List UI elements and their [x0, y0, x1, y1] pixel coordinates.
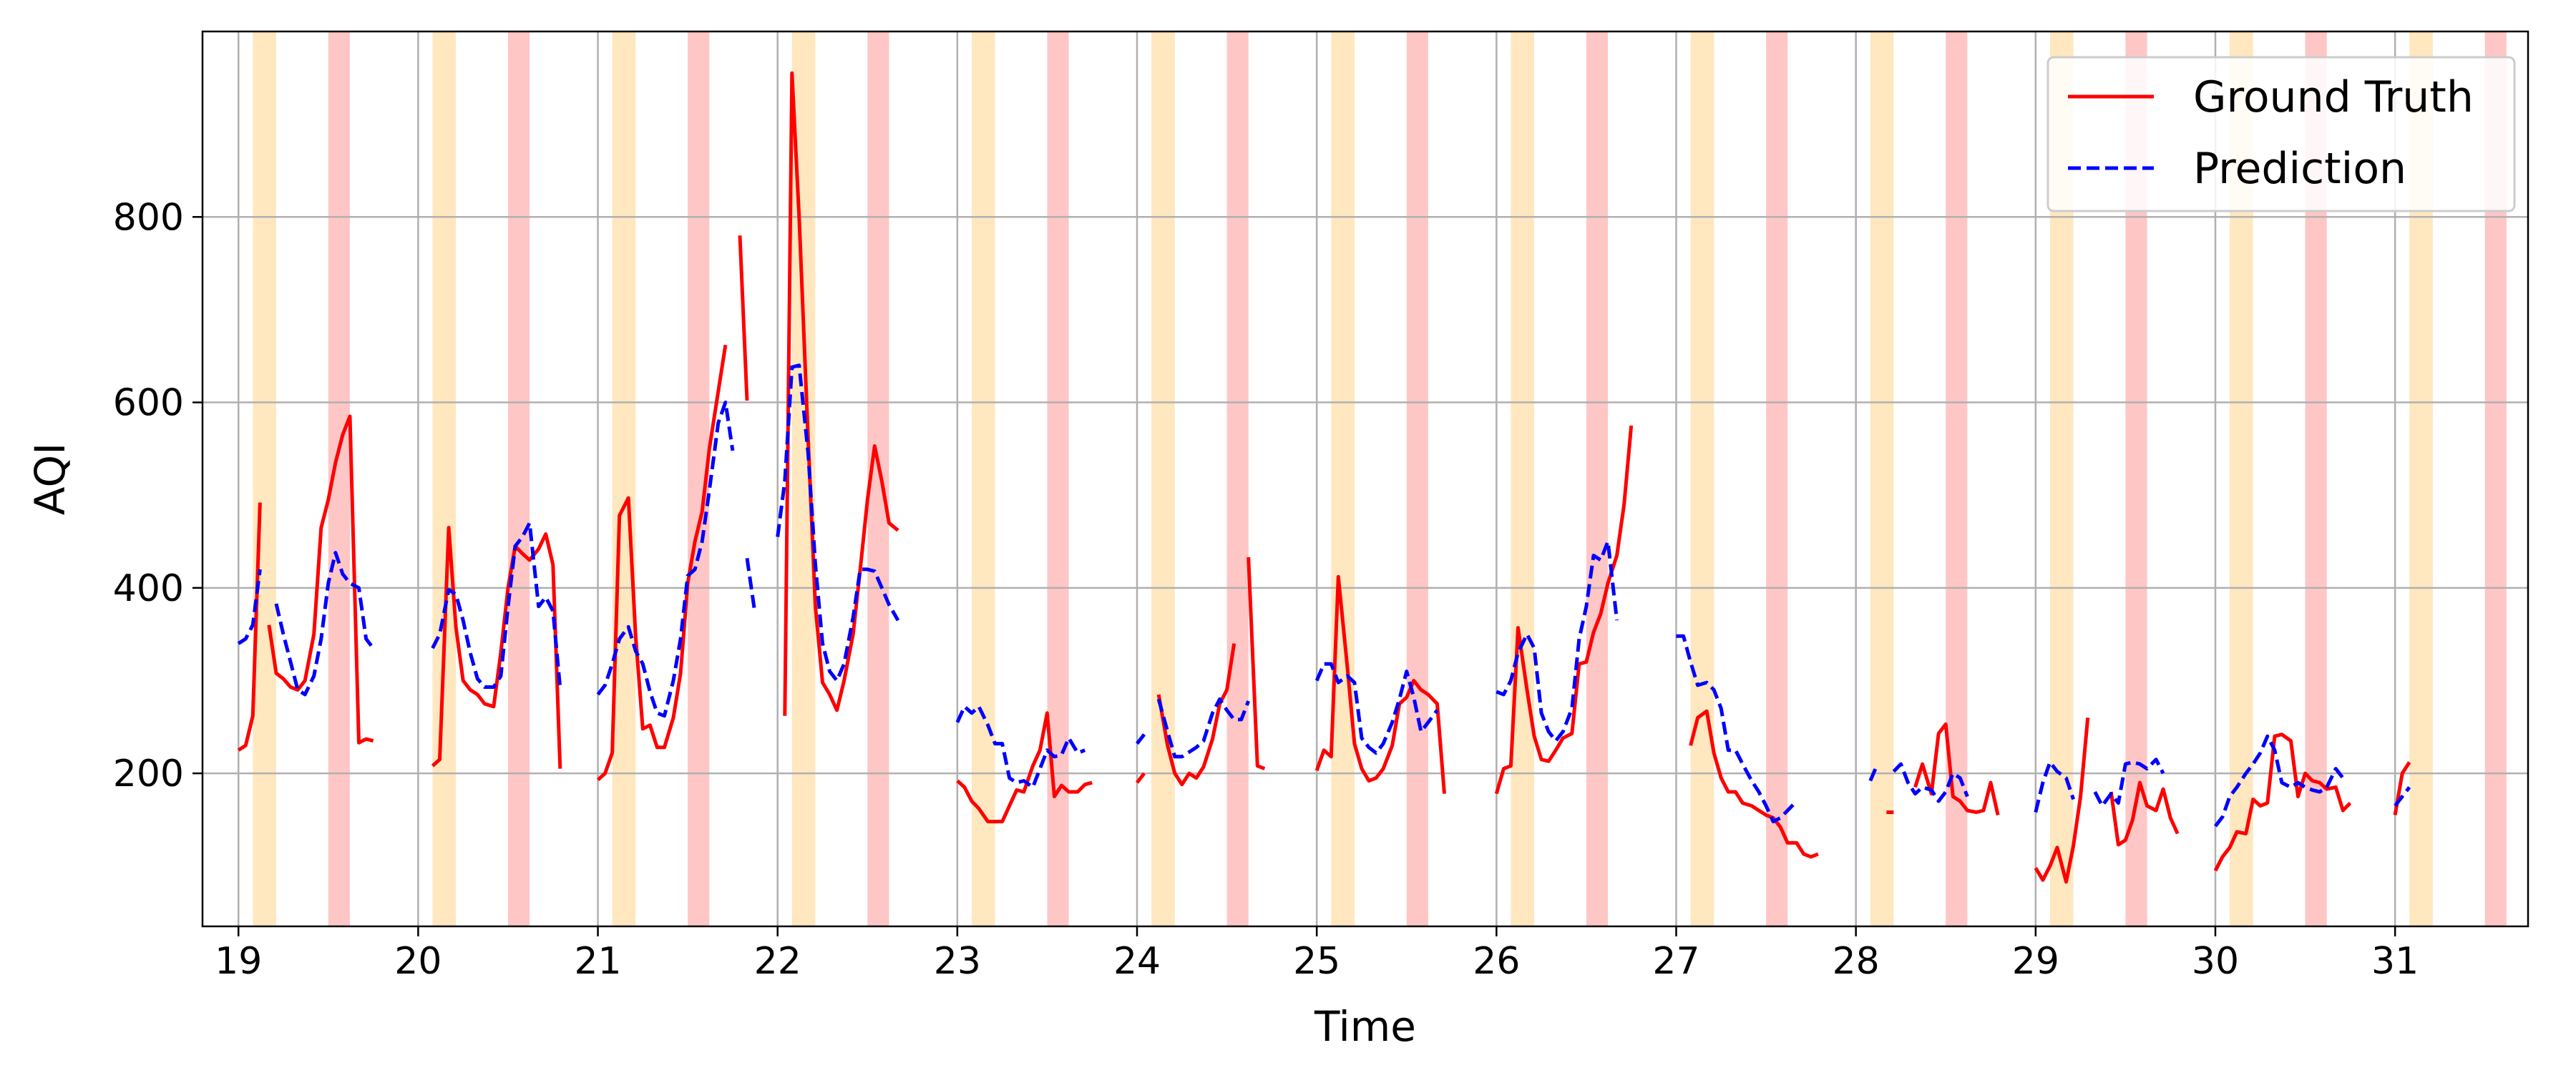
- band-morning-14: [1511, 31, 1535, 926]
- series-ground-truth-segment-12: [1689, 709, 1819, 859]
- x-tick-label-20: 20: [394, 940, 441, 983]
- series-ground-truth-segment-7: [1136, 772, 1146, 784]
- grid: [203, 31, 2528, 926]
- y-tick-label-400: 400: [113, 567, 184, 610]
- series-prediction-segment-1: [274, 551, 375, 697]
- series-prediction-segment-2: [431, 521, 562, 689]
- x-tick-label-29: 29: [2012, 940, 2059, 983]
- y-tick-label-600: 600: [113, 382, 184, 425]
- series-prediction-segment-16: [2214, 734, 2345, 828]
- series-prediction-segment-14: [2034, 760, 2075, 813]
- series-prediction-segment-15: [2093, 758, 2165, 808]
- band-evening-11: [1226, 31, 1249, 926]
- series-prediction-segment-10: [1496, 539, 1619, 743]
- x-tick-label-26: 26: [1473, 940, 1520, 983]
- axis-ticks: 19 20 21 22 23 24 25 26 27 28 29 30 31 200 400 600 800: [113, 196, 2419, 983]
- series-prediction: [237, 363, 2411, 828]
- legend: Ground Truth Prediction: [2046, 56, 2516, 212]
- band-morning-8: [971, 31, 995, 926]
- legend-label-prediction: Prediction: [2193, 144, 2406, 194]
- series-prediction-segment-9: [1314, 662, 1439, 755]
- band-morning-12: [1331, 31, 1355, 926]
- legend-label-ground-truth: Ground Truth: [2193, 72, 2474, 122]
- series-prediction-segment-4: [745, 557, 756, 609]
- band-evening-17: [1766, 31, 1788, 926]
- legend-box: [2046, 56, 2516, 212]
- series-ground-truth-segment-11: [1494, 425, 1634, 795]
- series-ground-truth: [237, 71, 2411, 884]
- x-tick-label-24: 24: [1113, 940, 1161, 983]
- x-tick-label-22: 22: [754, 940, 801, 983]
- x-tick-label-21: 21: [574, 940, 621, 983]
- series-prediction-segment-17: [2394, 785, 2411, 808]
- band-morning-2: [432, 31, 457, 926]
- series-prediction-segment-7: [1136, 733, 1146, 745]
- series-prediction-segment-6: [955, 705, 1086, 789]
- band-morning-18: [1870, 31, 1894, 926]
- series-ground-truth-segment-9: [1246, 557, 1266, 770]
- series-ground-truth-segment-16: [2109, 780, 2180, 847]
- series-prediction-segment-12: [1868, 763, 1880, 782]
- series-ground-truth-segment-15: [2034, 717, 2090, 884]
- band-evening-13: [1406, 31, 1428, 926]
- series-prediction-segment-3: [596, 401, 735, 718]
- band-evening-15: [1586, 31, 1609, 926]
- band-morning-4: [612, 31, 636, 926]
- y-tick-label-200: 200: [113, 753, 184, 795]
- series-ground-truth-segment-5: [783, 71, 899, 716]
- band-evening-9: [1047, 31, 1069, 926]
- x-tick-label-25: 25: [1293, 940, 1340, 983]
- x-tick-label-31: 31: [2371, 940, 2419, 983]
- series-prediction-segment-8: [1156, 697, 1251, 759]
- band-morning-0: [253, 31, 276, 926]
- series-prediction-segment-13: [1892, 762, 1969, 803]
- series-ground-truth-segment-4: [738, 235, 749, 401]
- plot-frame: [201, 30, 2529, 928]
- series-ground-truth-segment-17: [2213, 733, 2352, 872]
- x-tick-label-23: 23: [934, 940, 981, 983]
- series-prediction-segment-11: [1676, 634, 1798, 823]
- series-ground-truth-segment-10: [1314, 574, 1446, 794]
- series-ground-truth-segment-6: [956, 711, 1093, 823]
- series-ground-truth-segment-1: [267, 414, 374, 745]
- plot-series: [237, 71, 2411, 884]
- band-morning-16: [1690, 31, 1714, 926]
- shaded-bands: [253, 31, 2507, 926]
- x-axis-label: Time: [1314, 1002, 1416, 1051]
- series-ground-truth-segment-2: [431, 526, 562, 769]
- x-tick-label-27: 27: [1652, 940, 1699, 983]
- x-tick-label-19: 19: [215, 940, 262, 983]
- band-morning-10: [1151, 31, 1175, 926]
- series-prediction-segment-5: [776, 363, 900, 682]
- x-tick-label-30: 30: [2192, 940, 2239, 983]
- band-evening-3: [507, 31, 530, 926]
- series-ground-truth-segment-3: [596, 344, 728, 782]
- series-prediction-segment-0: [237, 569, 262, 645]
- series-ground-truth-segment-8: [1156, 643, 1236, 787]
- y-tick-label-800: 800: [113, 196, 184, 239]
- y-axis-label: AQI: [26, 443, 74, 515]
- x-tick-label-28: 28: [1833, 940, 1880, 983]
